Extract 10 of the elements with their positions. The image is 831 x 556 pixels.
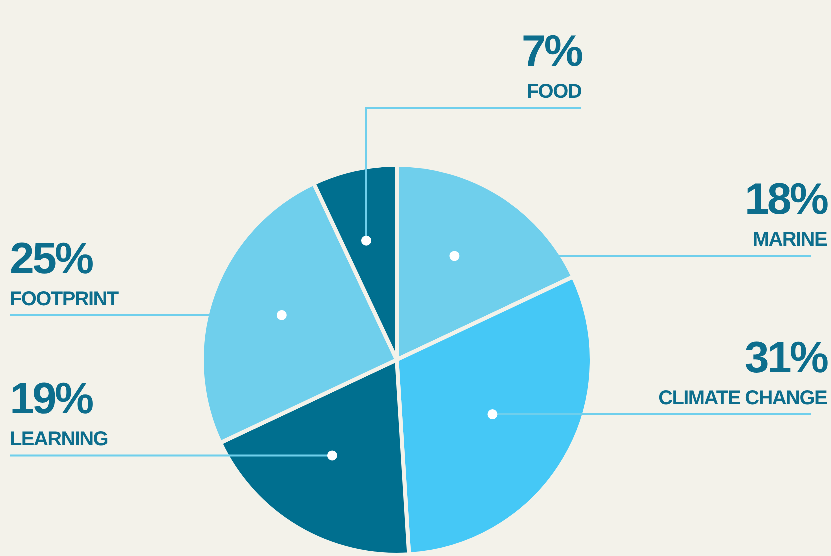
data-label: 19% bbox=[10, 374, 93, 424]
data-label: 25% bbox=[10, 234, 93, 284]
slice-label: CLIMATE CHANGE bbox=[658, 388, 828, 410]
data-label: 18% bbox=[744, 175, 828, 224]
slice-label: FOOD bbox=[526, 81, 582, 103]
slice-label: LEARNING bbox=[10, 428, 108, 451]
slice-label: MARINE bbox=[752, 229, 828, 252]
slice-label: FOOTPRINT bbox=[10, 288, 119, 310]
data-label: 7% bbox=[522, 27, 582, 76]
data-label: 31% bbox=[744, 334, 828, 383]
